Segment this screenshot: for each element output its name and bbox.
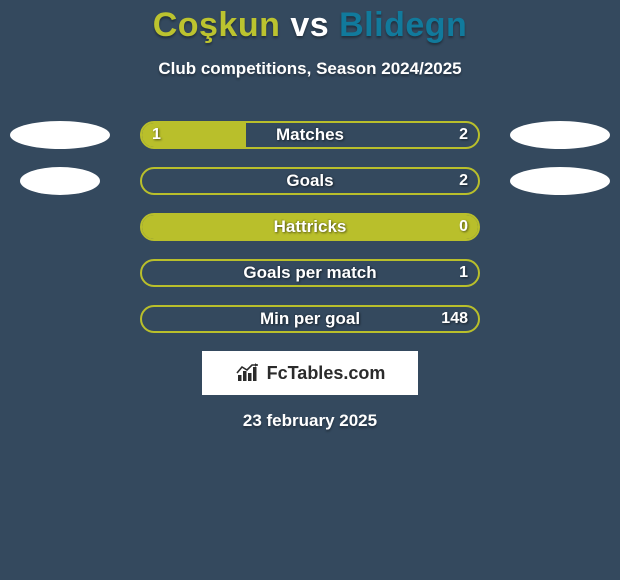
stat-right-value: 2 xyxy=(459,123,468,147)
stat-label: Goals per match xyxy=(142,261,478,285)
stat-row: Goals per match1 xyxy=(0,259,620,287)
chart-icon xyxy=(235,363,261,383)
player2-badge xyxy=(510,167,610,195)
stat-bar: Min per goal148 xyxy=(140,305,480,333)
comparison-chart: Matches12Goals2Hattricks0Goals per match… xyxy=(0,121,620,333)
stat-row: Goals2 xyxy=(0,167,620,195)
player1-name: Coşkun xyxy=(153,6,281,44)
stat-bar: Goals per match1 xyxy=(140,259,480,287)
stat-bar-fill xyxy=(142,123,246,147)
stat-bar: Matches12 xyxy=(140,121,480,149)
stat-bar: Hattricks0 xyxy=(140,213,480,241)
stat-row: Min per goal148 xyxy=(0,305,620,333)
stat-row: Hattricks0 xyxy=(0,213,620,241)
page-title: Coşkun vs Blidegn xyxy=(0,0,620,45)
stat-right-value: 2 xyxy=(459,169,468,193)
player2-badge xyxy=(510,121,610,149)
player2-name: Blidegn xyxy=(339,6,467,44)
subtitle: Club competitions, Season 2024/2025 xyxy=(0,59,620,79)
player1-badge xyxy=(10,121,110,149)
stat-bar: Goals2 xyxy=(140,167,480,195)
stat-label: Min per goal xyxy=(142,307,478,331)
stat-right-value: 1 xyxy=(459,261,468,285)
vs-text: vs xyxy=(290,6,329,44)
footer-date: 23 february 2025 xyxy=(0,411,620,431)
stat-label: Goals xyxy=(142,169,478,193)
stat-right-value: 148 xyxy=(441,307,468,331)
watermark-text: FcTables.com xyxy=(267,363,386,384)
stat-row: Matches12 xyxy=(0,121,620,149)
watermark: FcTables.com xyxy=(202,351,418,395)
player1-badge xyxy=(20,167,100,195)
stat-bar-fill xyxy=(142,215,478,239)
